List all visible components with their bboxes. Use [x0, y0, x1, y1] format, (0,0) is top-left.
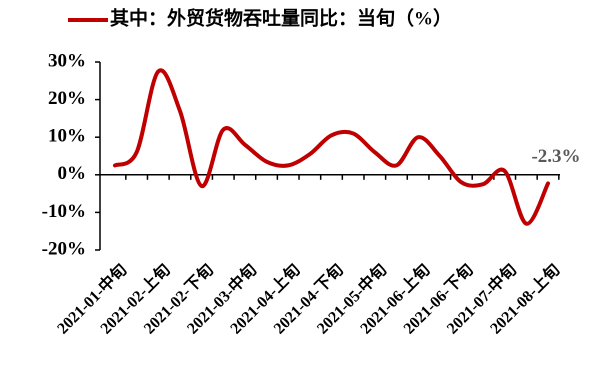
series-line	[113, 68, 550, 226]
data-label: -2.3%	[531, 146, 580, 167]
legend-label: 其中：外贸货物吞吐量同比：当旬（%）	[110, 6, 452, 29]
y-tick-label: 20%	[48, 88, 86, 109]
y-tick-label: -20%	[42, 238, 86, 259]
y-tick-label: 10%	[48, 126, 86, 147]
y-tick-label: -10%	[42, 201, 86, 222]
y-tick-label: 0%	[58, 163, 87, 184]
y-tick-label: 30%	[48, 50, 86, 71]
